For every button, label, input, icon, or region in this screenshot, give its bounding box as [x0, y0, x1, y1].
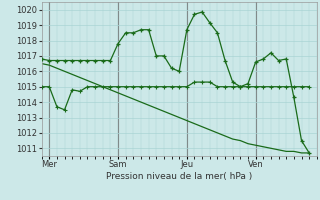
X-axis label: Pression niveau de la mer( hPa ): Pression niveau de la mer( hPa ) — [106, 172, 252, 181]
